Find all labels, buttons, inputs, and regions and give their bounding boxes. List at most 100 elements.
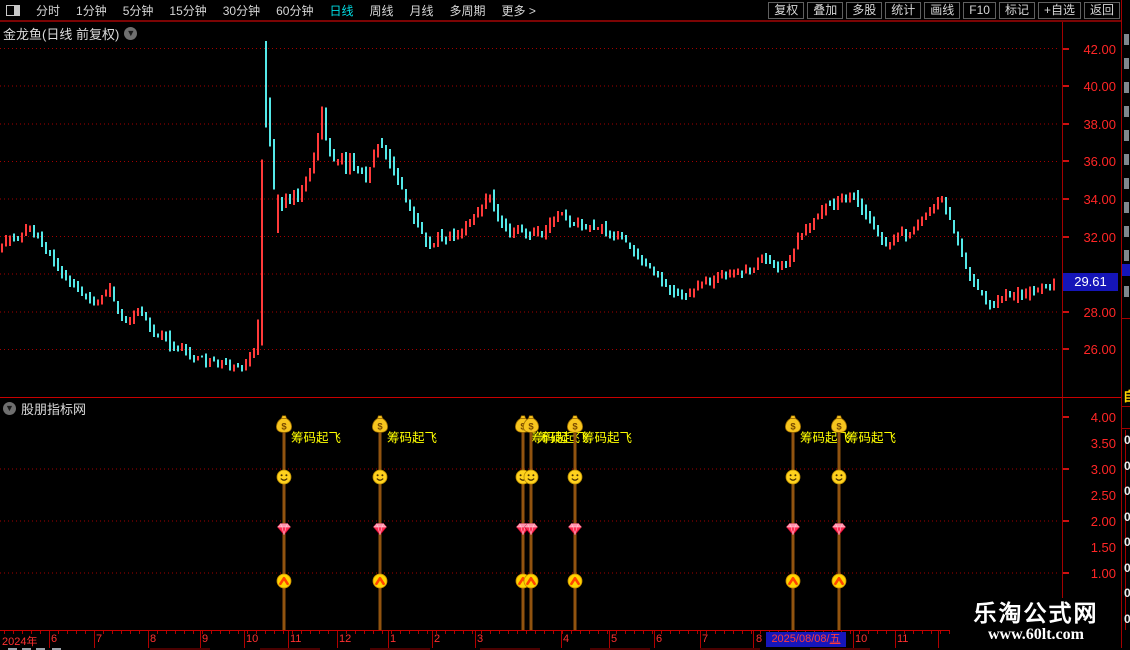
menu-period-60分钟[interactable]: 60分钟	[276, 3, 314, 18]
candle	[413, 206, 415, 225]
moneybag-icon	[830, 415, 848, 433]
candle	[669, 285, 671, 295]
sidebar-divider	[1122, 406, 1130, 407]
menu-period-周线[interactable]: 周线	[369, 3, 394, 18]
candle	[313, 152, 315, 174]
candle	[617, 231, 619, 240]
chevron-down-icon[interactable]: ▼	[3, 402, 16, 415]
sidebar-digit-fragment: 0	[1124, 612, 1130, 626]
candle	[553, 216, 555, 228]
menu-period-15分钟[interactable]: 15分钟	[169, 3, 207, 18]
date-tick	[625, 631, 626, 634]
candle	[829, 200, 831, 207]
axis-label: 28.00	[1083, 304, 1116, 320]
date-tick	[202, 631, 203, 634]
date-tick	[472, 631, 473, 634]
candle	[241, 364, 243, 372]
candle	[405, 189, 407, 203]
toolbar-button-多股[interactable]: 多股	[846, 1, 883, 19]
chevron-down-icon[interactable]: ▼	[124, 27, 138, 40]
date-tick	[175, 631, 176, 634]
axis-tick	[1063, 198, 1069, 200]
toolbar-button-F10[interactable]: F10	[963, 1, 996, 19]
toolbar-button-复权[interactable]: 复权	[768, 1, 805, 19]
main-chart-plot-area[interactable]	[0, 22, 1060, 397]
toolbar-button-画线[interactable]: 画线	[924, 1, 961, 19]
toolbar-button-标记[interactable]: 标记	[998, 1, 1035, 19]
date-tick	[382, 631, 383, 634]
date-tick	[238, 631, 239, 634]
date-tick	[247, 631, 248, 634]
candle	[697, 280, 699, 291]
candle	[77, 281, 79, 293]
candle	[933, 204, 935, 214]
axis-tick	[1063, 235, 1069, 238]
date-tick	[58, 631, 59, 634]
date-tick	[616, 631, 617, 634]
candle	[341, 153, 343, 165]
date-tick	[706, 631, 707, 634]
candle	[517, 224, 519, 235]
menu-period-1分钟[interactable]: 1分钟	[76, 3, 107, 18]
menu-period-5分钟[interactable]: 5分钟	[122, 3, 154, 18]
menu-period-多周期[interactable]: 多周期	[449, 3, 486, 18]
date-tick	[598, 631, 599, 634]
candle	[561, 212, 563, 216]
moneybag-icon	[566, 415, 584, 433]
candle	[869, 210, 871, 224]
candle	[621, 232, 623, 240]
date-tick	[355, 631, 356, 634]
gem-icon	[832, 523, 846, 536]
candle	[165, 331, 167, 342]
candle	[253, 348, 255, 358]
toolbar-button-叠加[interactable]: 叠加	[807, 1, 844, 19]
date-tick	[211, 631, 212, 634]
menu-period-月线[interactable]: 月线	[409, 3, 434, 18]
candle	[837, 195, 839, 211]
candle	[841, 193, 843, 203]
statusbar-fragment	[52, 648, 61, 650]
menu-period-30分钟[interactable]: 30分钟	[222, 3, 261, 18]
candle	[257, 319, 259, 355]
month-separator	[244, 631, 245, 648]
candle	[361, 167, 363, 174]
date-tick	[4, 631, 5, 634]
candle	[981, 290, 983, 296]
date-tick	[229, 631, 230, 634]
candle	[5, 234, 7, 247]
toolbar-button-+自选[interactable]: +自选	[1037, 1, 1081, 19]
candle	[497, 204, 499, 222]
candle	[133, 310, 135, 325]
month-separator	[148, 631, 149, 648]
axis-label: 40.00	[1083, 79, 1116, 95]
candle	[433, 243, 435, 248]
month-label: 9	[202, 633, 209, 645]
date-tick	[670, 631, 671, 634]
toolbar-button-返回[interactable]: 返回	[1083, 1, 1120, 19]
month-separator	[609, 631, 610, 648]
candle	[485, 193, 487, 210]
date-tick	[751, 631, 752, 634]
candle	[801, 233, 803, 240]
menu-period-更多[interactable]: 更多 >	[501, 3, 536, 18]
sidebar-divider	[1122, 428, 1130, 429]
date-tick	[715, 631, 716, 634]
date-tick	[940, 631, 941, 634]
window-layout-icon[interactable]	[6, 4, 20, 16]
toolbar-button-统计[interactable]: 统计	[885, 1, 922, 19]
candle	[445, 236, 447, 245]
period-menu: 分时 1分钟 5分钟 15分钟 30分钟 60分钟 日线 周线 月线 多周期 更多 >	[0, 2, 536, 19]
candle	[333, 148, 335, 162]
candle	[809, 222, 811, 233]
date-tick	[220, 631, 221, 634]
candle	[325, 107, 327, 141]
coin-up-icon	[830, 572, 848, 590]
date-tick	[274, 631, 275, 634]
watermark: 乐淘公式网 www.60lt.com	[950, 598, 1122, 650]
menu-period-日线[interactable]: 日线	[329, 3, 354, 18]
date-tick	[283, 631, 284, 634]
date-tick	[76, 631, 77, 634]
candle	[949, 207, 951, 221]
menu-period-分时[interactable]: 分时	[36, 3, 61, 18]
